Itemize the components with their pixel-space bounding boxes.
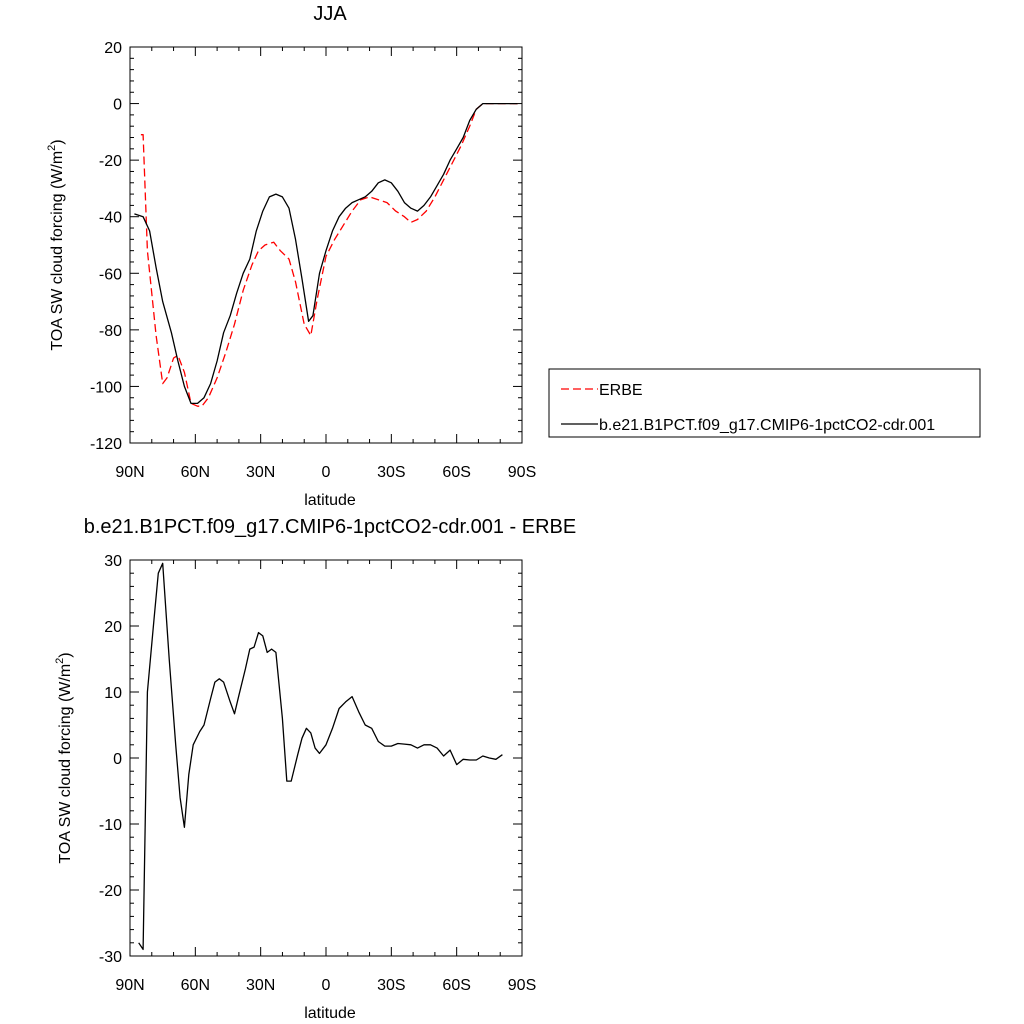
x-tick-label: 60S (442, 977, 470, 994)
x-tick-label: 90S (508, 464, 536, 481)
series-line-0 (140, 102, 518, 407)
y-tick-label: 0 (113, 97, 122, 114)
bottom-plot-frame (129, 559, 523, 957)
y-tick-label: 30 (104, 553, 122, 570)
top-series-group (134, 102, 518, 407)
x-tick-label: 90N (115, 977, 144, 994)
y-tick-label: 20 (104, 619, 122, 636)
top-plot-frame (129, 46, 523, 444)
x-tick-label: 30N (246, 977, 275, 994)
top-y-axis-label-sup: 2 (46, 145, 58, 151)
y-tick-label: -60 (99, 266, 122, 283)
bottom-series-group (138, 562, 503, 951)
y-tick-label: 10 (104, 685, 122, 702)
legend-box (548, 368, 981, 438)
y-tick-label: -20 (99, 153, 122, 170)
x-tick-label: 0 (322, 464, 331, 481)
y-tick-label: -20 (99, 883, 122, 900)
y-tick-label: -10 (99, 817, 122, 834)
x-tick-label: 90N (115, 464, 144, 481)
bottom-y-axis: 30 20 10 0 -10 -20 -30 (99, 553, 522, 966)
y-tick-label: -40 (99, 210, 122, 227)
legend-model-label: b.e21.B1PCT.f09_g17.CMIP6-1pctCO2-cdr.00… (599, 417, 935, 434)
y-tick-label: -80 (99, 323, 122, 340)
series-line-0 (138, 562, 503, 951)
y-tick-label: -100 (90, 379, 122, 396)
bottom-y-axis-label-sup: 2 (54, 658, 66, 664)
x-tick-label: 60S (442, 464, 470, 481)
bottom-y-axis-label-text: TOA SW cloud forcing (W/m (57, 664, 74, 864)
bottom-chart-panel: b.e21.B1PCT.f09_g17.CMIP6-1pctCO2-cdr.00… (54, 516, 576, 1022)
x-tick-label: 30N (246, 464, 275, 481)
legend-erbe-label: ERBE (599, 382, 643, 399)
top-x-axis: 90N 60N 30N 0 30S 60S 90S (115, 47, 536, 481)
bottom-x-axis-label: latitude (304, 1005, 356, 1022)
y-tick-label: -30 (99, 949, 122, 966)
y-tick-label: 20 (104, 40, 122, 57)
top-y-axis-label-text: TOA SW cloud forcing (W/m (49, 151, 66, 351)
top-x-axis-label: latitude (304, 492, 356, 509)
top-chart-title: JJA (313, 3, 347, 25)
x-tick-label: 90S (508, 977, 536, 994)
x-tick-label: 0 (322, 977, 331, 994)
y-tick-label: 0 (113, 751, 122, 768)
bottom-x-axis: 90N 60N 30N 0 30S 60S 90S (115, 560, 536, 994)
top-y-axis: 20 0 -20 -40 -60 -80 -100 -120 (90, 40, 522, 453)
top-chart-panel: JJA 20 0 -20 -40 -60 -80 -100 -120 90N 60N 30N 0 30… (46, 3, 981, 509)
x-tick-label: 30S (377, 464, 405, 481)
series-line-1 (134, 102, 518, 405)
x-tick-label: 30S (377, 977, 405, 994)
y-tick-label: -120 (90, 436, 122, 453)
bottom-y-axis-label: TOA SW cloud forcing (W/m2) (54, 652, 74, 863)
bottom-chart-title: b.e21.B1PCT.f09_g17.CMIP6-1pctCO2-cdr.00… (84, 516, 576, 538)
legend: ERBE b.e21.B1PCT.f09_g17.CMIP6-1pctCO2-c… (548, 368, 981, 438)
x-tick-label: 60N (181, 977, 210, 994)
top-y-axis-label-close: ) (49, 139, 66, 144)
x-tick-label: 60N (181, 464, 210, 481)
bottom-y-axis-label-close: ) (57, 652, 74, 657)
top-y-axis-label: TOA SW cloud forcing (W/m2) (46, 139, 66, 350)
